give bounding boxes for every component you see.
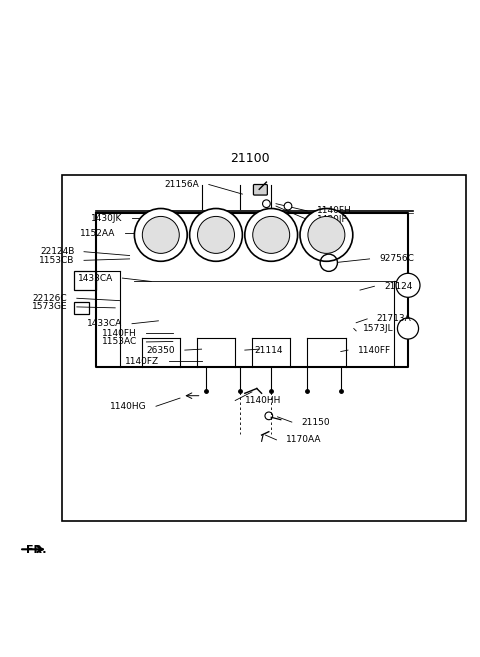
FancyBboxPatch shape (74, 271, 96, 290)
Text: 1433CA: 1433CA (87, 319, 122, 328)
Circle shape (134, 208, 187, 261)
Text: 92756C: 92756C (379, 254, 414, 263)
Text: 1140FH: 1140FH (317, 206, 351, 215)
Circle shape (284, 202, 292, 210)
Text: 21150: 21150 (301, 418, 330, 426)
Text: 26350: 26350 (146, 346, 175, 355)
Text: 1140FH: 1140FH (102, 328, 137, 338)
Text: 21156A: 21156A (165, 180, 199, 189)
Text: 1430JK: 1430JK (91, 214, 122, 223)
Circle shape (397, 318, 419, 339)
Text: 1140FF: 1140FF (358, 346, 391, 355)
Text: 1573GE: 1573GE (32, 302, 67, 311)
Circle shape (396, 273, 420, 298)
Text: 1573JL: 1573JL (363, 324, 394, 333)
Circle shape (198, 216, 234, 254)
Text: 1140HH: 1140HH (245, 396, 281, 405)
Text: 1140FZ: 1140FZ (125, 357, 159, 366)
Text: 21100: 21100 (230, 152, 269, 165)
Circle shape (265, 412, 273, 420)
Text: FR.: FR. (26, 545, 47, 555)
Text: 1433CA: 1433CA (78, 273, 113, 283)
Circle shape (308, 216, 345, 254)
Text: 1430JF: 1430JF (317, 215, 348, 224)
Circle shape (263, 200, 270, 208)
FancyBboxPatch shape (253, 185, 267, 195)
Text: 21713A: 21713A (377, 315, 411, 323)
Text: 21114: 21114 (254, 346, 283, 355)
FancyBboxPatch shape (74, 302, 89, 314)
FancyBboxPatch shape (62, 175, 466, 520)
Circle shape (245, 208, 298, 261)
Circle shape (300, 208, 353, 261)
Text: 22124B: 22124B (40, 247, 74, 256)
Text: 1153CB: 1153CB (39, 256, 74, 265)
Circle shape (143, 216, 180, 254)
Text: 1170AA: 1170AA (286, 436, 322, 444)
Circle shape (252, 216, 290, 254)
Text: 1152AA: 1152AA (80, 229, 115, 238)
Text: 1140HG: 1140HG (110, 402, 146, 411)
Text: 21124: 21124 (384, 282, 412, 291)
Circle shape (190, 208, 242, 261)
Text: 22126C: 22126C (33, 294, 67, 303)
Text: 1153AC: 1153AC (102, 338, 137, 346)
